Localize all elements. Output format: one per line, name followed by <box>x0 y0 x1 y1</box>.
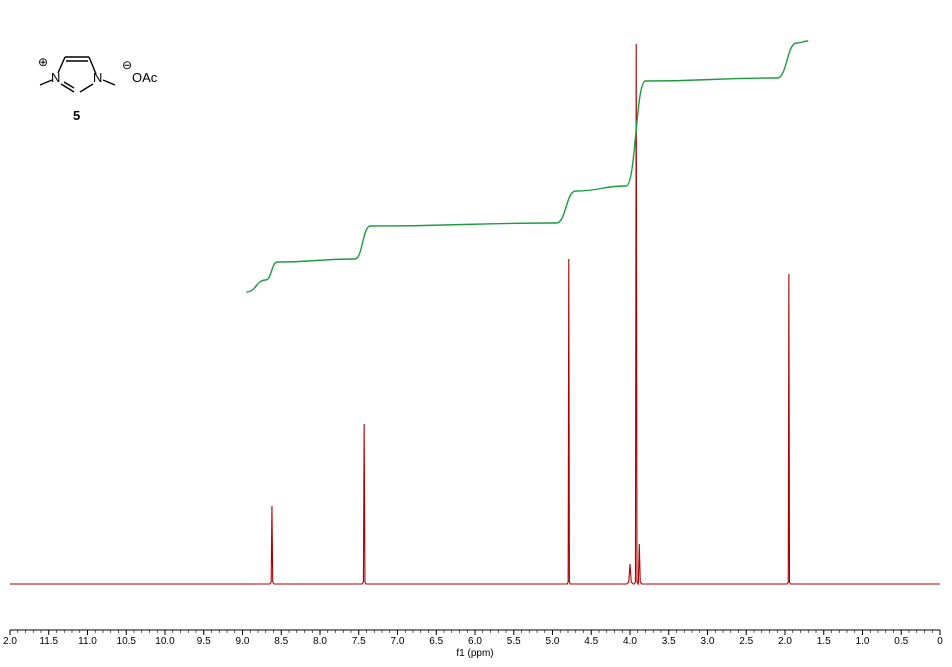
nmr-spectrum-plot <box>0 0 952 667</box>
spectrum-trace <box>10 44 940 584</box>
x-tick-label: 0 <box>937 636 943 647</box>
x-tick-label: 6.0 <box>468 636 482 647</box>
x-tick-label: 10.5 <box>117 636 136 647</box>
x-tick-label: 5.5 <box>507 636 521 647</box>
x-tick-label: 2.0 <box>778 636 792 647</box>
x-tick-label: 3.0 <box>701 636 715 647</box>
x-tick-label: 6.5 <box>429 636 443 647</box>
x-tick-label: 1.0 <box>856 636 870 647</box>
x-tick-label: 11.5 <box>39 636 58 647</box>
x-tick-label: 0.5 <box>894 636 908 647</box>
x-tick-label: 8.0 <box>313 636 327 647</box>
x-tick-label: 1.5 <box>817 636 831 647</box>
x-tick-label: 4.5 <box>584 636 598 647</box>
x-tick-label: 2.5 <box>739 636 753 647</box>
x-tick-label: 5.0 <box>546 636 560 647</box>
x-tick-label: 10.0 <box>155 636 174 647</box>
integral-trace <box>246 41 808 292</box>
x-tick-label: 11.0 <box>78 636 97 647</box>
x-tick-label: 4.0 <box>623 636 637 647</box>
x-axis-title: f1 (ppm) <box>456 648 493 659</box>
x-tick-label: 3.5 <box>662 636 676 647</box>
x-tick-label: 8.5 <box>274 636 288 647</box>
x-tick-label: 9.0 <box>236 636 250 647</box>
x-tick-label: 9.5 <box>197 636 211 647</box>
x-tick-label: 2.0 <box>3 636 17 647</box>
x-tick-label: 7.5 <box>352 636 366 647</box>
x-tick-label: 7.0 <box>391 636 405 647</box>
